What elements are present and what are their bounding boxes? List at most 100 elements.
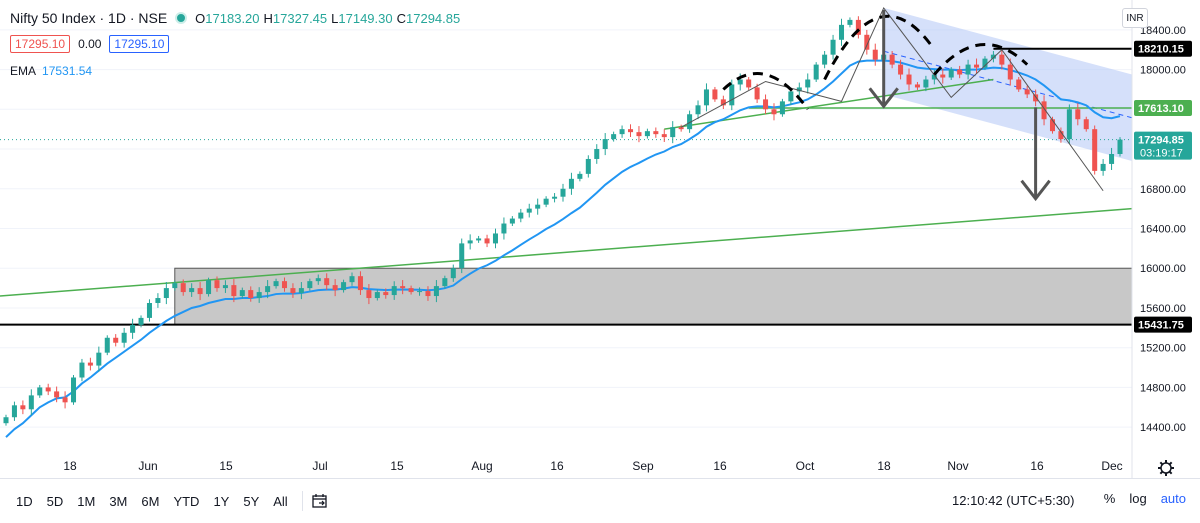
range-6m[interactable]: 6M — [141, 493, 160, 509]
candle-body — [796, 87, 802, 92]
date-range-buttons: 1D 5D 1M 3M 6M YTD 1Y 5Y All — [10, 490, 294, 513]
percent-scale-button[interactable]: % — [1103, 491, 1116, 506]
time-axis-label: 16 — [1030, 459, 1044, 473]
price-axis-label: 16400.00 — [1140, 224, 1186, 236]
log-scale-button[interactable]: log — [1129, 491, 1147, 506]
level-high-tag: 18210.15 — [1138, 44, 1184, 56]
candle-body — [408, 288, 414, 293]
candle-body — [391, 286, 397, 296]
candle — [442, 275, 448, 289]
price-axis-label: 16000.00 — [1140, 263, 1186, 275]
down-arrow-icon-head — [1020, 179, 1051, 202]
candle-body — [560, 188, 566, 197]
candle — [450, 264, 456, 282]
candle-body — [788, 91, 794, 102]
price-axis-label: 16800.00 — [1140, 184, 1186, 196]
candle-body — [965, 64, 971, 75]
candle — [990, 50, 996, 63]
candle-body — [1075, 109, 1081, 120]
candle-body — [518, 212, 524, 219]
candle — [45, 383, 51, 396]
range-5y[interactable]: 5Y — [243, 493, 260, 509]
pattern-zigzag — [680, 7, 1104, 192]
candle — [214, 276, 220, 292]
gear-tooth — [1159, 461, 1164, 466]
candle-body — [146, 303, 152, 318]
candle — [37, 384, 43, 398]
range-3m[interactable]: 3M — [109, 493, 128, 509]
channel-midline — [883, 50, 1133, 119]
range-5d[interactable]: 5D — [46, 493, 64, 509]
auto-scale-button[interactable]: auto — [1160, 491, 1186, 506]
candle — [138, 315, 144, 328]
currency-button[interactable]: INR — [1122, 8, 1148, 28]
buy-button[interactable]: 17295.10 — [109, 35, 170, 53]
candle — [957, 65, 963, 79]
price-chart[interactable]: 18 Jun 15 Jul 15 Aug 16 Sep 16 Oct 18 Nov 16 Dec 1840… — [0, 0, 1200, 478]
candle — [3, 414, 9, 426]
candle — [594, 144, 600, 164]
candle — [619, 125, 625, 138]
time-axis-label: Jul — [312, 459, 327, 473]
candle — [189, 283, 195, 297]
low-value: 17149.30 — [338, 10, 393, 26]
candle-body — [383, 292, 389, 296]
candle — [847, 17, 853, 28]
candle — [146, 299, 152, 322]
candle-body — [720, 99, 726, 106]
candle-body — [425, 291, 431, 297]
goto-date-icon[interactable] — [311, 493, 329, 509]
range-ytd[interactable]: YTD — [173, 493, 200, 509]
candle-body — [906, 74, 912, 85]
candle — [1075, 103, 1081, 126]
candle-body — [1033, 94, 1039, 102]
range-all[interactable]: All — [273, 493, 288, 509]
symbol-title[interactable]: Nifty 50 Index · 1D · NSE — [10, 10, 168, 26]
ema-line — [5, 59, 1121, 438]
candle-body — [982, 58, 988, 68]
support-zone — [174, 267, 1133, 326]
candle — [855, 16, 861, 39]
candle-body — [172, 283, 178, 289]
candle-body — [687, 114, 693, 130]
ema-label: EMA — [10, 64, 37, 78]
candle — [341, 279, 347, 293]
toolbar-divider — [301, 491, 303, 511]
candle-body — [543, 198, 549, 205]
gear-ring — [1160, 462, 1172, 474]
candle — [1016, 77, 1022, 92]
candle-body — [813, 64, 819, 80]
range-1m[interactable]: 1M — [77, 493, 96, 509]
candle-body — [535, 204, 541, 209]
candle-body — [611, 134, 617, 140]
candle — [864, 29, 870, 55]
level-mid-tag: 17613.10 — [1138, 103, 1184, 115]
scale-options: % log auto — [1104, 491, 1186, 506]
time-axis-label: 15 — [390, 459, 404, 473]
candle — [948, 67, 954, 80]
candle-body — [366, 290, 372, 299]
candle-body — [771, 109, 777, 115]
candle — [256, 287, 262, 303]
candle-body — [737, 79, 743, 85]
candle — [872, 43, 878, 66]
candle — [518, 208, 524, 223]
price-axis-label: 14400.00 — [1140, 422, 1186, 434]
range-1d[interactable]: 1D — [16, 493, 33, 509]
sell-button[interactable]: 17295.10 — [10, 35, 71, 53]
candle-body — [661, 134, 667, 138]
candle-body — [990, 54, 996, 59]
candle — [501, 217, 507, 240]
time-axis-label: Sep — [632, 459, 654, 473]
candle — [62, 391, 68, 409]
settings-gear-icon[interactable] — [1158, 460, 1174, 476]
candle — [391, 281, 397, 300]
range-1y[interactable]: 1Y — [213, 493, 230, 509]
time-axis-label: 18 — [63, 459, 77, 473]
ema-legend[interactable]: EMA 17531.54 — [10, 64, 92, 78]
candle-body — [636, 132, 642, 137]
clock-timezone[interactable]: 12:10:42 (UTC+5:30) — [952, 493, 1075, 508]
candle-body — [703, 89, 709, 106]
candle-body — [20, 405, 26, 410]
candle-body — [442, 278, 448, 287]
